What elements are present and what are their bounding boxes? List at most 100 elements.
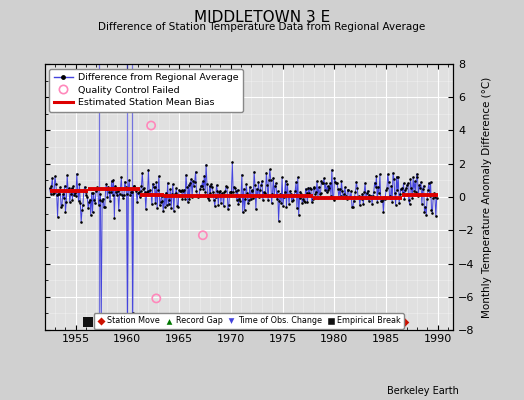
Point [346, 194, 354, 200]
Point [337, 178, 346, 184]
Point [429, 194, 438, 201]
Point [143, 189, 151, 195]
Point [315, 190, 324, 197]
Point [300, 198, 308, 204]
Point [185, 196, 194, 203]
Point [246, 184, 254, 190]
Point [158, 198, 167, 204]
Point [204, 197, 213, 203]
Point [425, 193, 434, 199]
Point [106, 198, 114, 204]
Point [336, 193, 345, 199]
Point [375, 190, 383, 196]
Point [198, 183, 206, 190]
Point [200, 172, 209, 179]
Point [107, 188, 115, 195]
Point [370, 179, 379, 186]
Point [172, 185, 181, 191]
Point [117, 174, 126, 181]
Point [294, 212, 303, 218]
Point [76, 200, 84, 206]
Point [335, 186, 344, 192]
Point [60, 195, 68, 201]
Point [275, 198, 283, 204]
Point [98, 198, 106, 204]
Point [60, 183, 69, 189]
Point [276, 191, 285, 197]
Point [135, 189, 143, 196]
Point [351, 193, 359, 200]
Point [243, 190, 252, 196]
Point [287, 190, 295, 197]
Point [220, 203, 228, 209]
Point [377, 198, 385, 204]
Point [246, 196, 255, 202]
Point [431, 194, 439, 200]
Point [288, 198, 296, 204]
Point [358, 190, 367, 197]
Point [254, 179, 263, 185]
Point [226, 189, 235, 195]
Point [427, 179, 435, 185]
Point [378, 196, 387, 202]
Point [334, 186, 342, 192]
Point [149, 184, 158, 191]
Point [329, 195, 337, 201]
Point [388, 199, 396, 205]
Point [350, 198, 358, 204]
Point [209, 189, 217, 195]
Point [265, 177, 273, 184]
Point [390, 190, 399, 197]
Point [229, 188, 237, 195]
Point [90, 197, 99, 203]
Point [84, 205, 92, 212]
Point [314, 184, 323, 190]
Point [49, 190, 58, 197]
Point [432, 194, 441, 201]
Point [424, 180, 433, 186]
Point [314, 194, 322, 201]
Point [302, 190, 311, 196]
Point [173, 203, 181, 210]
Point [342, 193, 350, 200]
Point [165, 196, 173, 203]
Point [199, 232, 207, 238]
Point [399, 180, 408, 186]
Point [264, 197, 272, 204]
Point [88, 190, 96, 196]
Point [137, 183, 146, 190]
Point [228, 158, 236, 165]
Point [374, 184, 383, 190]
Point [366, 194, 375, 200]
Point [104, 183, 113, 190]
Point [248, 188, 257, 195]
Point [369, 188, 378, 195]
Point [428, 209, 436, 216]
Point [348, 204, 356, 210]
Point [335, 194, 343, 201]
Point [162, 202, 171, 209]
Point [77, 219, 85, 225]
Point [419, 186, 427, 192]
Point [51, 173, 59, 180]
Point [307, 186, 315, 192]
Point [291, 187, 299, 194]
Point [427, 206, 435, 213]
Point [220, 189, 228, 196]
Point [405, 197, 413, 204]
Point [417, 179, 425, 185]
Point [103, 194, 112, 200]
Point [331, 178, 340, 185]
Point [381, 196, 389, 202]
Point [67, 191, 75, 197]
Point [250, 168, 258, 175]
Point [105, 189, 113, 195]
Point [324, 187, 333, 194]
Point [391, 202, 400, 208]
Point [102, 180, 111, 187]
Point [63, 172, 71, 178]
Point [141, 188, 149, 195]
Point [136, 194, 144, 200]
Point [411, 178, 419, 184]
Point [47, 183, 56, 190]
